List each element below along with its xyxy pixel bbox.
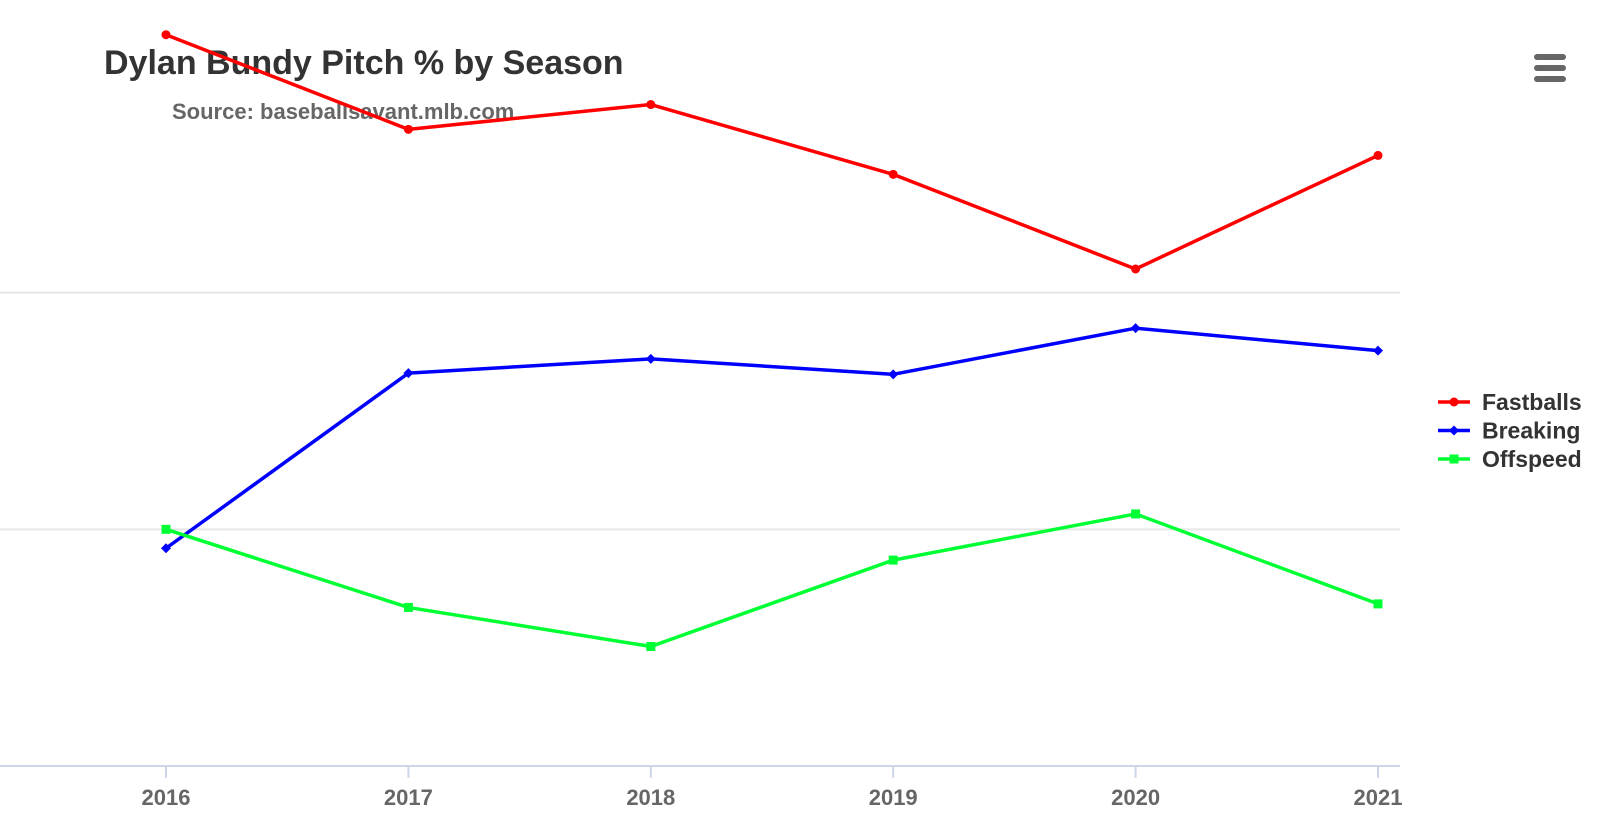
chart-title: Dylan Bundy Pitch % by Season [104,44,624,82]
offspeed-series [161,509,1383,651]
fastballs-point [403,124,413,134]
fastballs-point [888,169,898,179]
legend-swatch-marker [1449,425,1459,436]
x-axis: 2016 2017 2018 2019 2020 2021 [0,765,1403,810]
menu-bar-middle [1534,65,1566,71]
offspeed-line [165,512,1379,649]
fastballs-line [165,33,1379,271]
x-tick-label: 2021 [1354,785,1403,810]
legend-item-breaking[interactable]: Breaking [1438,418,1580,444]
offspeed-point [1131,509,1141,519]
legend-item-fastballs[interactable]: Fastballs [1438,389,1582,415]
legend-swatch-marker [1449,454,1459,464]
series-group [161,30,1383,651]
breaking-point [1373,345,1383,356]
offspeed-point [161,524,171,534]
x-tick-label: 2017 [384,785,433,810]
x-tick-label: 2018 [626,785,675,810]
menu-bar-bottom [1534,76,1566,82]
menu-bar-top [1534,54,1566,60]
legend-item-offspeed[interactable]: Offspeed [1438,446,1582,472]
x-tick-label: 2016 [142,785,191,810]
breaking-point [403,368,414,379]
legend-label: Offspeed [1482,446,1582,472]
fastballs-point [1131,264,1141,274]
hamburger-menu-icon[interactable] [1530,50,1570,86]
offspeed-point [888,555,898,565]
legend-label: Fastballs [1482,389,1582,415]
offspeed-point [403,602,413,612]
legend-swatch-marker [1449,397,1459,407]
breaking-point [161,543,171,554]
breaking-line [164,326,1379,550]
x-tick-label: 2020 [1111,785,1160,810]
breaking-series [161,323,1383,554]
x-tick-label: 2019 [869,785,918,810]
fastballs-point [1373,150,1383,160]
breaking-point [888,369,899,380]
fastballs-point [161,30,171,40]
fastballs-series [161,30,1383,274]
gridlines [0,291,1400,531]
legend-label: Breaking [1482,418,1580,444]
fastballs-point [646,100,656,110]
breaking-point [645,353,656,364]
breaking-point [1130,323,1141,334]
offspeed-point [646,641,656,651]
offspeed-point [1373,599,1383,609]
